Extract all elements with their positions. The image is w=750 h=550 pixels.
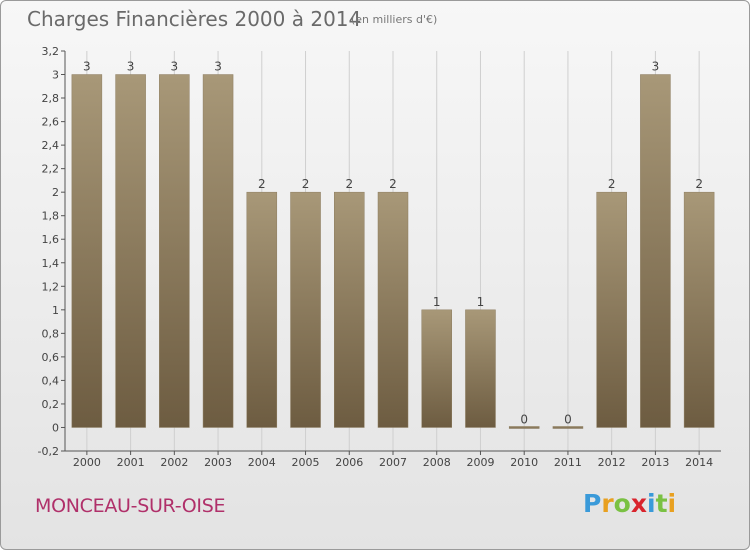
y-tick-label: 3	[52, 69, 59, 82]
y-tick-label: 1,2	[42, 280, 60, 293]
logo-letter: i	[647, 489, 656, 518]
x-tick-label: 2003	[204, 456, 232, 469]
bar	[115, 74, 146, 428]
x-tick-label: 2009	[466, 456, 494, 469]
y-tick-label: 2,6	[42, 116, 60, 129]
chart-title: Charges Financières 2000 à 2014	[27, 7, 362, 31]
data-label: 2	[608, 177, 616, 191]
logo-letter: r	[601, 489, 614, 518]
bar	[202, 74, 234, 428]
logo-letter: x	[630, 489, 647, 518]
y-tick-label: 0,6	[42, 351, 60, 364]
y-tick-label: 2,4	[42, 139, 60, 152]
x-tick-label: 2000	[73, 456, 101, 469]
data-label: 2	[345, 177, 353, 191]
y-tick-label: 1,8	[42, 210, 60, 223]
logo-letter: i	[667, 489, 677, 518]
data-label: 2	[302, 177, 310, 191]
data-label: 0	[520, 412, 528, 426]
y-tick-label: 0,8	[42, 327, 60, 340]
y-tick-label: 0	[52, 421, 59, 434]
x-tick-label: 2011	[554, 456, 582, 469]
data-label: 1	[477, 295, 485, 309]
logo-letter: o	[613, 489, 631, 518]
y-tick-label: 2,2	[42, 163, 60, 176]
y-tick-label: 2	[52, 186, 59, 199]
data-label: 1	[433, 295, 441, 309]
x-tick-label: 2014	[685, 456, 713, 469]
y-tick-label: -0,2	[38, 445, 59, 458]
data-label: 2	[258, 177, 266, 191]
x-tick-label: 2007	[379, 456, 407, 469]
bar	[508, 426, 540, 429]
bar	[421, 309, 452, 428]
bar	[290, 191, 321, 428]
bar	[71, 74, 103, 428]
x-tick-label: 2010	[510, 456, 538, 469]
bar	[159, 74, 190, 428]
x-tick-label: 2008	[423, 456, 451, 469]
bar	[377, 191, 409, 428]
chart-subtitle: (en milliers d'€)	[351, 13, 438, 26]
bar	[465, 309, 496, 428]
x-tick-label: 2006	[335, 456, 363, 469]
bar	[246, 191, 278, 428]
data-label: 3	[214, 60, 222, 74]
data-label: 3	[127, 60, 135, 74]
x-tick-label: 2001	[117, 456, 145, 469]
data-label: 2	[695, 177, 703, 191]
x-tick-label: 2004	[248, 456, 276, 469]
y-tick-label: 2,8	[42, 92, 60, 105]
x-tick-label: 2012	[598, 456, 626, 469]
y-tick-label: 0,4	[42, 374, 60, 387]
y-tick-label: 1,6	[42, 233, 60, 246]
x-tick-label: 2013	[641, 456, 669, 469]
data-label: 3	[652, 60, 660, 74]
y-tick-label: 3,2	[42, 45, 60, 58]
logo-letter: P	[583, 489, 602, 518]
logo-letter: t	[655, 489, 668, 518]
proxiti-logo: Proxiti	[583, 489, 676, 518]
bar	[596, 191, 627, 428]
y-tick-label: 1	[52, 304, 59, 317]
city-name: MONCEAU-SUR-OISE	[35, 495, 226, 517]
y-tick-label: 0,2	[42, 398, 60, 411]
data-label: 3	[83, 60, 91, 74]
x-tick-label: 2005	[292, 456, 320, 469]
y-tick-label: 1,4	[42, 257, 60, 270]
data-label: 2	[389, 177, 397, 191]
x-tick-label: 2002	[160, 456, 188, 469]
data-label: 3	[171, 60, 179, 74]
bar	[640, 74, 671, 428]
bar	[683, 191, 715, 428]
bar	[552, 426, 584, 429]
bar	[334, 191, 365, 428]
data-label: 0	[564, 412, 572, 426]
